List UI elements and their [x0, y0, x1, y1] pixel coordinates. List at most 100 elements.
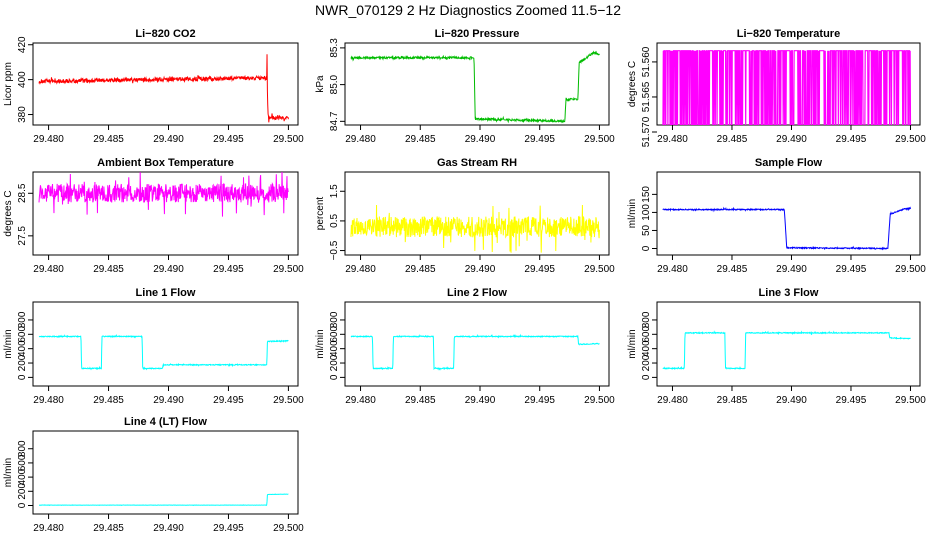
y-tick-label: −0.5: [329, 240, 340, 260]
y-axis-label: ml/min: [3, 458, 14, 487]
y-tick-label: 1.5: [329, 184, 340, 198]
x-tick-label: 29.500: [584, 395, 615, 406]
series-line: [38, 493, 289, 507]
x-tick-label: 29.495: [213, 134, 244, 145]
x-tick-label: 29.500: [895, 134, 926, 145]
y-tick-label: 0: [329, 374, 340, 380]
y-axis-label: Licor ppm: [3, 62, 14, 106]
y-tick-label: 200: [329, 354, 340, 371]
x-tick-label: 29.490: [153, 395, 184, 406]
y-tick-label: 0: [641, 374, 652, 380]
y-tick-label: 0.5: [329, 214, 340, 228]
chart-panel: Line 2 Flow 29.480 29.485 29.490 29.495 29.50…: [315, 287, 615, 406]
plot-frame: [344, 301, 610, 387]
series-line: [38, 172, 289, 217]
x-tick-label: 29.480: [33, 134, 64, 145]
x-tick-label: 29.490: [776, 134, 807, 145]
x-tick-label: 29.485: [717, 134, 748, 145]
x-tick-label: 29.480: [33, 395, 64, 406]
chart-title: Ambient Box Temperature: [97, 157, 234, 169]
chart-panel: Gas Stream RH 29.480 29.485 29.490 29.495 29.…: [315, 157, 615, 275]
series-line: [38, 334, 289, 371]
chart-title: Line 4 (LT) Flow: [124, 416, 207, 428]
x-tick-label: 29.490: [153, 523, 184, 534]
x-tick-label: 29.490: [776, 395, 807, 406]
x-tick-label: 29.485: [93, 395, 124, 406]
plot-frame: [32, 430, 299, 515]
x-tick-label: 29.495: [836, 134, 867, 145]
x-tick-label: 29.500: [273, 264, 304, 275]
chart-title: Line 3 Flow: [759, 287, 819, 299]
y-tick-label: 600: [17, 454, 28, 471]
x-tick-label: 29.490: [153, 134, 184, 145]
plot-frame: [32, 171, 299, 256]
plot-frame: [656, 301, 921, 387]
y-tick-label: 27.5: [17, 226, 28, 246]
y-tick-label: 800: [17, 311, 28, 328]
y-tick-label: 150: [641, 186, 652, 203]
x-tick-label: 29.485: [717, 395, 748, 406]
chart-title: Li−820 CO2: [135, 28, 195, 40]
x-tick-label: 29.495: [213, 395, 244, 406]
x-tick-label: 29.485: [717, 264, 748, 275]
x-tick-label: 29.480: [657, 134, 688, 145]
y-tick-label: 51.565: [641, 81, 652, 112]
y-tick-label: 0: [17, 502, 28, 508]
y-tick-label: 400: [17, 340, 28, 357]
x-tick-label: 29.485: [405, 395, 436, 406]
y-tick-label: 0: [17, 374, 28, 380]
y-tick-label: 85.3: [329, 38, 340, 58]
x-tick-label: 29.490: [776, 264, 807, 275]
plot-frame: [344, 42, 610, 126]
y-tick-label: 400: [17, 71, 28, 88]
y-tick-label: 600: [641, 326, 652, 343]
chart-title: Line 1 Flow: [136, 287, 196, 299]
y-tick-label: 420: [17, 36, 28, 53]
plot-frame: [32, 301, 299, 387]
chart-panel: Li−820 Pressure 29.480 29.485 29.490 29.495 2…: [315, 28, 615, 145]
y-tick-label: 85.0: [329, 74, 340, 94]
chart-title: Li−820 Temperature: [737, 28, 840, 40]
chart-title: Line 2 Flow: [447, 287, 507, 299]
series-line: [662, 330, 911, 370]
x-tick-label: 29.480: [657, 264, 688, 275]
chart-panel: Li−820 CO2 29.480 29.485 29.490 29.495 29.500…: [3, 28, 304, 145]
y-tick-label: 50: [641, 224, 652, 236]
x-tick-label: 29.495: [836, 395, 867, 406]
chart-panel: Ambient Box Temperature 29.480 29.485 29.49…: [3, 157, 304, 275]
series-line: [662, 206, 911, 251]
y-tick-label: 600: [329, 326, 340, 343]
x-tick-label: 29.485: [93, 523, 124, 534]
series-line: [350, 205, 600, 253]
y-tick-label: 400: [17, 468, 28, 485]
x-tick-label: 29.500: [584, 264, 615, 275]
y-axis-label: degrees C: [627, 61, 638, 107]
chart-title: Li−820 Pressure: [435, 28, 520, 40]
x-tick-label: 29.485: [93, 264, 124, 275]
y-tick-label: 800: [17, 440, 28, 457]
y-tick-label: 0: [641, 245, 652, 251]
x-tick-label: 29.500: [273, 134, 304, 145]
chart-panel: Li−820 Temperature 29.480 29.485 29.490 29.4…: [627, 28, 926, 147]
y-tick-label: 51.560: [641, 46, 652, 77]
y-tick-label: 51.570: [641, 116, 652, 147]
x-tick-label: 29.490: [153, 264, 184, 275]
x-tick-label: 29.500: [584, 134, 615, 145]
chart-panel: Line 1 Flow 29.480 29.485 29.490 29.495 29.50…: [3, 287, 304, 406]
y-axis-label: ml/min: [315, 329, 326, 358]
y-axis-label: ml/min: [627, 329, 638, 358]
y-tick-label: 380: [17, 106, 28, 123]
y-axis-label: kPa: [315, 75, 326, 93]
chart-title: Gas Stream RH: [437, 157, 517, 169]
series-line: [350, 50, 600, 124]
series-line: [662, 50, 912, 125]
y-axis-label: ml/min: [3, 329, 14, 358]
y-tick-label: 400: [329, 340, 340, 357]
y-tick-label: 600: [17, 326, 28, 343]
series-line: [38, 54, 289, 123]
chart-panel: Line 4 (LT) Flow 29.480 29.485 29.490 29.495…: [3, 416, 304, 534]
y-tick-label: 400: [641, 340, 652, 357]
y-axis-label: ml/min: [627, 199, 638, 228]
x-tick-label: 29.480: [657, 395, 688, 406]
y-tick-label: 200: [17, 483, 28, 500]
